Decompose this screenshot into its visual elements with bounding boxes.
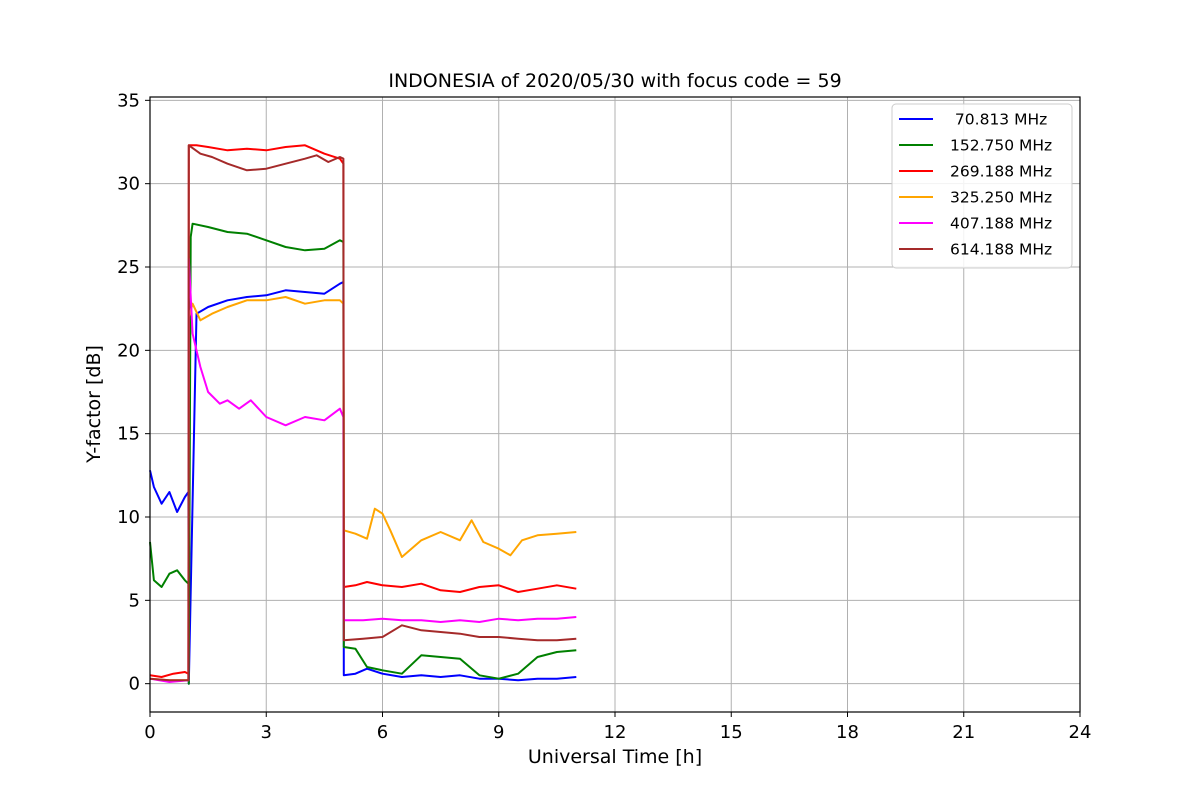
series-line-0 xyxy=(149,281,577,685)
y-tick-label: 5 xyxy=(129,590,140,611)
x-tick-label: 9 xyxy=(493,722,504,743)
x-tick-label: 24 xyxy=(1069,722,1092,743)
legend-label: 407.188 MHz xyxy=(950,215,1052,233)
chart-title: INDONESIA of 2020/05/30 with focus code … xyxy=(388,70,841,92)
y-tick-label: 25 xyxy=(117,257,140,278)
x-tick-label: 15 xyxy=(720,722,743,743)
legend-label: 614.188 MHz xyxy=(950,241,1052,259)
x-tick-label: 12 xyxy=(604,722,627,743)
y-axis-label: Y-factor [dB] xyxy=(83,345,105,464)
legend-label: 269.188 MHz xyxy=(950,163,1052,181)
series-line-3 xyxy=(149,296,577,682)
y-tick-label: 15 xyxy=(117,424,140,445)
series-line-4 xyxy=(149,257,577,683)
x-tick-label: 3 xyxy=(261,722,272,743)
y-tick-label: 10 xyxy=(117,507,140,528)
x-axis-label: Universal Time [h] xyxy=(528,746,702,768)
series-line-5 xyxy=(149,144,577,682)
legend-label: 325.250 MHz xyxy=(950,189,1052,207)
legend-label: 70.813 MHz xyxy=(950,111,1047,129)
series-line-1 xyxy=(149,222,577,685)
y-tick-label: 35 xyxy=(117,90,140,111)
y-tick-label: 30 xyxy=(117,174,140,195)
legend-label: 152.750 MHz xyxy=(950,137,1052,155)
x-tick-label: 0 xyxy=(144,722,155,743)
x-tick-label: 21 xyxy=(952,722,975,743)
series-group xyxy=(149,144,577,685)
x-tick-label: 6 xyxy=(377,722,388,743)
y-tick-label: 20 xyxy=(117,340,140,361)
y-tick-label: 0 xyxy=(129,674,140,695)
x-tick-label: 18 xyxy=(836,722,859,743)
x-axis: 0 3 6 9 12 15 18 21 24 xyxy=(144,712,1091,743)
y-axis: 0 5 10 15 20 25 30 35 xyxy=(117,90,150,695)
legend-box xyxy=(891,103,1073,269)
legend: 70.813 MHz 152.750 MHz 269.188 MHz 325.250 … xyxy=(891,103,1073,269)
